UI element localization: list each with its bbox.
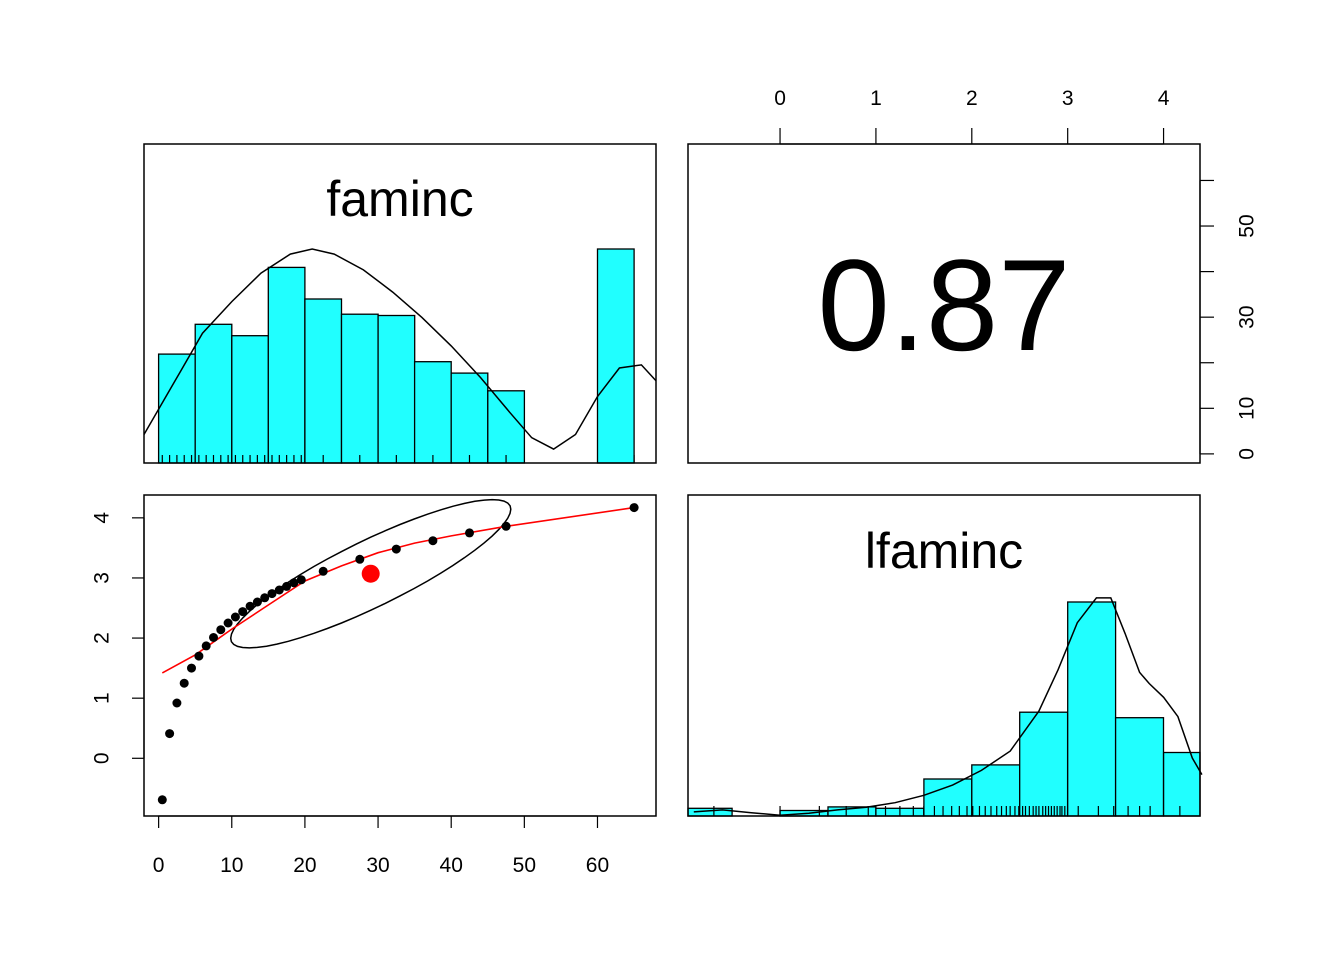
scatter-points	[157, 503, 639, 805]
scatter-point	[267, 589, 277, 599]
faminc-density-curve	[143, 248, 657, 450]
lfaminc-bar-8	[1067, 601, 1117, 817]
lfaminc-bar-7	[1019, 711, 1069, 817]
lfaminc-bar-10	[1162, 751, 1201, 817]
scatter-point	[223, 618, 233, 628]
scatter-point	[172, 698, 182, 708]
faminc-bar-9	[487, 390, 526, 464]
scatter-point	[428, 536, 438, 546]
left-axis-tick-label: 0	[91, 752, 114, 764]
scatter-point	[194, 651, 204, 661]
faminc-bar-1	[194, 323, 233, 464]
faminc-bar-5	[340, 313, 379, 464]
scatter-point	[318, 566, 328, 576]
bottom-axis-tick-label: 50	[513, 854, 536, 877]
scatter-point	[238, 607, 248, 617]
lfaminc-variable-label: lfaminc	[865, 523, 1023, 579]
bottom-axis-tick-label: 30	[366, 854, 389, 877]
scatter-point	[209, 633, 218, 642]
right-axis-tick-label: 0	[1236, 448, 1259, 460]
faminc-bar-8	[450, 372, 489, 464]
top-axis-tick-label: 2	[966, 87, 978, 110]
scatter-point	[282, 581, 292, 591]
top-axis-tick-label: 1	[870, 87, 882, 110]
scatter-point	[179, 678, 189, 688]
correlation-value: 0.87	[817, 232, 1070, 378]
faminc-histogram-bars	[157, 248, 635, 464]
left-axis-tick-label: 3	[91, 572, 114, 584]
panel-correlation: 0.87 0 1 2 3 4 0 10 30 50	[687, 87, 1259, 464]
lfaminc-bar-9	[1114, 717, 1165, 817]
scatter-point	[501, 521, 511, 531]
scatter-point	[245, 601, 255, 611]
scatter-point	[201, 641, 211, 651]
scatter-point	[274, 585, 284, 595]
panel-faminc-histogram: faminc	[143, 143, 657, 464]
right-axis-tick-label: 10	[1236, 397, 1259, 420]
faminc-variable-label: faminc	[326, 171, 473, 227]
scatter-panel-frame	[143, 494, 657, 817]
right-axis-tick-label: 50	[1236, 214, 1259, 237]
lfaminc-histogram-bars	[687, 601, 1201, 817]
faminc-rug	[161, 455, 635, 463]
left-y-axis-lfaminc: 0 1 2 3 4	[91, 512, 145, 764]
faminc-bar-4	[304, 298, 343, 464]
top-axis-tick-label: 4	[1158, 87, 1170, 110]
bottom-axis-tick-label: 10	[220, 854, 243, 877]
scatter-point	[230, 612, 240, 622]
lfaminc-panel-frame	[687, 494, 1201, 817]
top-axis-tick-label: 0	[774, 87, 786, 110]
scatter-point	[629, 503, 639, 513]
loess-fit-line	[161, 506, 635, 674]
left-axis-tick-label: 4	[91, 512, 114, 524]
lfaminc-bar-5	[923, 778, 973, 817]
bottom-axis-tick-label: 60	[586, 854, 609, 877]
scatter-point	[391, 544, 401, 554]
scatter-point	[157, 795, 167, 805]
faminc-bar-6	[377, 314, 416, 464]
faminc-bar-0	[157, 353, 196, 464]
scatter-point	[260, 593, 270, 603]
faminc-bar-12	[596, 248, 635, 464]
panel-scatter: 0 10 20 30 40 50 60 0 1 2 3 4	[91, 494, 657, 877]
faminc-bar-2	[231, 335, 270, 464]
faminc-bar-7	[413, 361, 452, 464]
correlation-ellipse	[229, 498, 512, 649]
scatter-point	[289, 578, 299, 588]
bottom-x-axis-faminc: 0 10 20 30 40 50 60	[153, 815, 609, 877]
right-y-axis-faminc: 0 10 30 50	[1199, 179, 1259, 460]
scatter-point	[296, 575, 306, 585]
scatter-point	[355, 554, 365, 564]
scatter-point	[165, 729, 175, 739]
faminc-panel-frame	[143, 143, 657, 464]
lfaminc-density-curve	[693, 597, 1203, 816]
bottom-axis-tick-label: 20	[293, 854, 316, 877]
panel-lfaminc-histogram: lfaminc	[687, 494, 1203, 817]
bottom-axis-tick-label: 40	[440, 854, 463, 877]
scatter-point	[216, 625, 226, 635]
scatter-point	[252, 597, 262, 607]
lfaminc-rug	[713, 806, 1181, 816]
left-axis-tick-label: 2	[91, 632, 114, 644]
top-x-axis-lfaminc: 0 1 2 3 4	[774, 87, 1170, 145]
scatter-center-point	[361, 564, 380, 583]
top-axis-tick-label: 3	[1062, 87, 1074, 110]
bottom-axis-tick-label: 0	[153, 854, 165, 877]
faminc-bar-3	[267, 266, 306, 464]
scatter-point	[187, 663, 196, 673]
left-axis-tick-label: 1	[91, 692, 114, 704]
scatter-point	[465, 528, 474, 538]
right-axis-tick-label: 30	[1236, 305, 1259, 328]
